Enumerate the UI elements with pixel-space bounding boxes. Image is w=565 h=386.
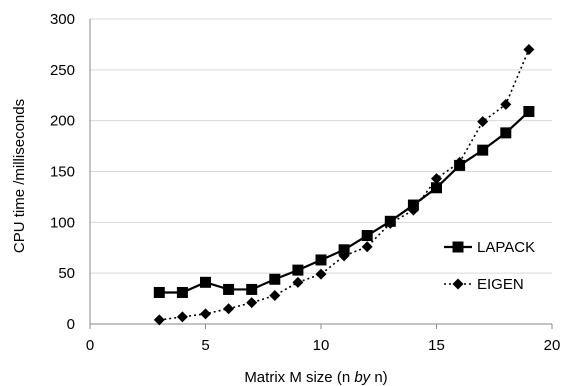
data-point (176, 311, 188, 323)
data-point (292, 264, 304, 276)
y-axis-title: CPU time /milliseconds (11, 99, 28, 253)
x-axis-title-part: n) (370, 369, 388, 386)
axes (89, 19, 553, 329)
y-tick-label: 0 (67, 316, 75, 333)
data-point (153, 314, 165, 326)
legend-marker (452, 241, 464, 253)
data-point (500, 127, 512, 139)
data-point (223, 303, 235, 315)
data-point (523, 44, 535, 55)
x-axis-title-part: Matrix M size (n (244, 369, 354, 386)
data-point (361, 241, 373, 253)
x-axis-title-part: by (354, 369, 371, 386)
data-point (431, 173, 442, 185)
data-point (523, 106, 535, 118)
y-tick-label: 150 (50, 164, 75, 181)
data-point (431, 182, 442, 194)
x-tick-label: 0 (86, 337, 94, 354)
x-tick-label: 15 (428, 337, 445, 354)
data-point (246, 283, 258, 295)
data-point (477, 144, 489, 156)
y-tick-label: 50 (58, 265, 75, 282)
data-point (315, 254, 327, 266)
legend-label: LAPACK (477, 239, 535, 256)
data-point (338, 244, 350, 256)
y-tick-label: 250 (50, 62, 75, 79)
series-line (159, 110, 530, 294)
y-tick-label: 100 (50, 214, 75, 231)
legend-marker (452, 278, 464, 290)
data-point (292, 276, 304, 288)
data-point (200, 308, 211, 320)
data-point (223, 283, 235, 295)
x-tick-label: 10 (313, 337, 330, 354)
data-point (269, 290, 281, 302)
series-eigen (153, 44, 535, 326)
series-lapack (153, 106, 535, 298)
legend-item: LAPACK (444, 239, 535, 256)
data-point (361, 230, 373, 242)
data-point (477, 116, 489, 128)
data-point (384, 217, 396, 229)
data-point (500, 98, 512, 110)
x-tick-labels: 0 5 10 15 20 (86, 337, 561, 354)
legend-label: EIGEN (477, 276, 524, 293)
legend-item: EIGEN (444, 276, 524, 293)
data-point (407, 204, 419, 216)
data-point (338, 250, 350, 262)
data-point (246, 297, 258, 309)
data-point (454, 156, 466, 168)
y-tick-labels: 0 50 100 150 200 250 300 (50, 11, 75, 333)
data-point (153, 286, 165, 298)
data-point (269, 273, 281, 285)
x-tick-label: 5 (201, 337, 209, 354)
series-group (153, 44, 535, 326)
legend: LAPACK EIGEN (444, 239, 535, 293)
data-point (200, 276, 211, 288)
data-point (315, 268, 327, 280)
x-tick-label: 20 (544, 337, 561, 354)
grid-lines (90, 18, 552, 274)
x-axis-title: Matrix M size (n by n) (244, 369, 387, 386)
y-tick-label: 200 (50, 113, 75, 130)
series-line (159, 49, 530, 321)
data-point (176, 286, 188, 298)
y-tick-label: 300 (50, 11, 75, 28)
